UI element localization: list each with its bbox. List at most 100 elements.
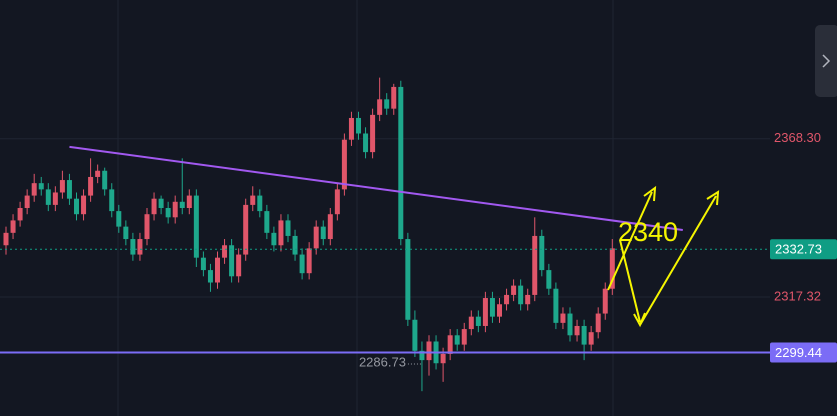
candle-body xyxy=(454,335,460,345)
arrow xyxy=(639,190,720,326)
candle-body xyxy=(327,214,333,240)
candle-body xyxy=(17,208,23,221)
candle-body xyxy=(292,235,298,255)
candle-body xyxy=(475,316,481,326)
candle-body xyxy=(257,195,263,212)
candle-body xyxy=(52,192,58,205)
candle-body xyxy=(602,288,608,314)
chevron xyxy=(822,54,831,68)
candle-body xyxy=(285,220,291,236)
candle-body xyxy=(74,198,79,215)
candle-body xyxy=(363,133,369,153)
candle-body xyxy=(236,254,242,277)
price-tag xyxy=(770,239,837,260)
candle-body xyxy=(3,232,9,246)
candle-body xyxy=(419,350,425,361)
candle-body xyxy=(207,270,213,283)
low-label: 2286.73 xyxy=(359,354,406,369)
candle-body xyxy=(497,304,502,317)
candle-body xyxy=(391,86,397,109)
candle-body xyxy=(243,204,249,255)
candle-body xyxy=(511,285,517,295)
candle-body xyxy=(38,183,44,190)
candle-body xyxy=(222,245,228,258)
candle-body xyxy=(271,232,277,246)
candle-body xyxy=(440,353,446,364)
candle-body xyxy=(489,298,495,317)
candle-body xyxy=(88,176,94,196)
candle-body xyxy=(426,341,432,361)
candle-body xyxy=(66,180,72,199)
candle-body xyxy=(595,313,601,333)
candle-body xyxy=(398,86,404,240)
candle-body xyxy=(193,195,199,258)
candle-body xyxy=(320,226,326,240)
candle-body xyxy=(348,117,354,140)
candle-body xyxy=(81,195,87,215)
candle-body xyxy=(581,325,587,345)
candle-body xyxy=(165,208,171,218)
candle-body xyxy=(518,285,524,305)
candle-body xyxy=(10,220,16,233)
candle-body xyxy=(588,332,594,345)
candle-body xyxy=(116,211,122,227)
candle-body xyxy=(31,183,37,196)
candle-body xyxy=(172,201,178,218)
plot: 2286.73 xyxy=(0,77,770,392)
candle-body xyxy=(144,214,150,240)
candle-body xyxy=(532,235,538,295)
candle-body xyxy=(482,298,488,326)
candle-body xyxy=(137,239,143,255)
candle-body xyxy=(609,248,615,289)
candle-body xyxy=(567,313,573,336)
candle-body xyxy=(200,257,206,271)
candle-body xyxy=(158,198,164,208)
candle-body xyxy=(109,189,115,212)
candle-body xyxy=(504,294,510,305)
button-bg[interactable] xyxy=(815,25,837,97)
candle-body xyxy=(334,189,340,215)
candle-body xyxy=(546,270,552,289)
side-button[interactable] xyxy=(815,25,837,97)
candle-body xyxy=(102,170,108,190)
candle-body xyxy=(24,195,30,208)
price-tag-label: 2332.73 xyxy=(775,242,822,257)
candle-body xyxy=(123,226,129,240)
candle-body xyxy=(447,335,453,354)
candle-body xyxy=(278,220,284,246)
candle-body xyxy=(179,201,185,208)
candle-body xyxy=(299,254,305,274)
candle-body xyxy=(215,257,220,283)
candle-body xyxy=(553,288,559,323)
candle-body xyxy=(151,198,157,215)
candle-body xyxy=(356,117,361,134)
y-tick-label: 2368.30 xyxy=(774,130,821,145)
trend-line xyxy=(69,145,683,232)
price-tag-label: 2299.44 xyxy=(775,345,822,360)
candle-body xyxy=(306,248,312,274)
arrow xyxy=(607,185,657,291)
candle-body xyxy=(341,139,347,190)
y-tick-label: 2317.32 xyxy=(774,288,821,303)
candle-body xyxy=(468,316,474,330)
candle-body xyxy=(574,325,580,336)
candle-body xyxy=(370,114,376,153)
candle-body xyxy=(130,239,136,255)
grid xyxy=(117,0,614,416)
yellow-arrows xyxy=(607,185,720,328)
candle-body xyxy=(384,99,390,109)
candle-body xyxy=(229,245,235,277)
candle-body xyxy=(461,329,467,345)
candle-body xyxy=(59,180,65,193)
candle-body xyxy=(560,313,566,323)
candle-body xyxy=(525,294,531,305)
candle-body xyxy=(412,319,418,351)
annotation: 2340 xyxy=(618,217,678,247)
price-axis: 2368.30 2317.32 2332.73 2299.44 xyxy=(770,130,837,363)
candle-body xyxy=(405,239,411,320)
candle-body xyxy=(45,189,51,205)
candle-body xyxy=(539,235,545,271)
candle-body xyxy=(250,195,256,205)
